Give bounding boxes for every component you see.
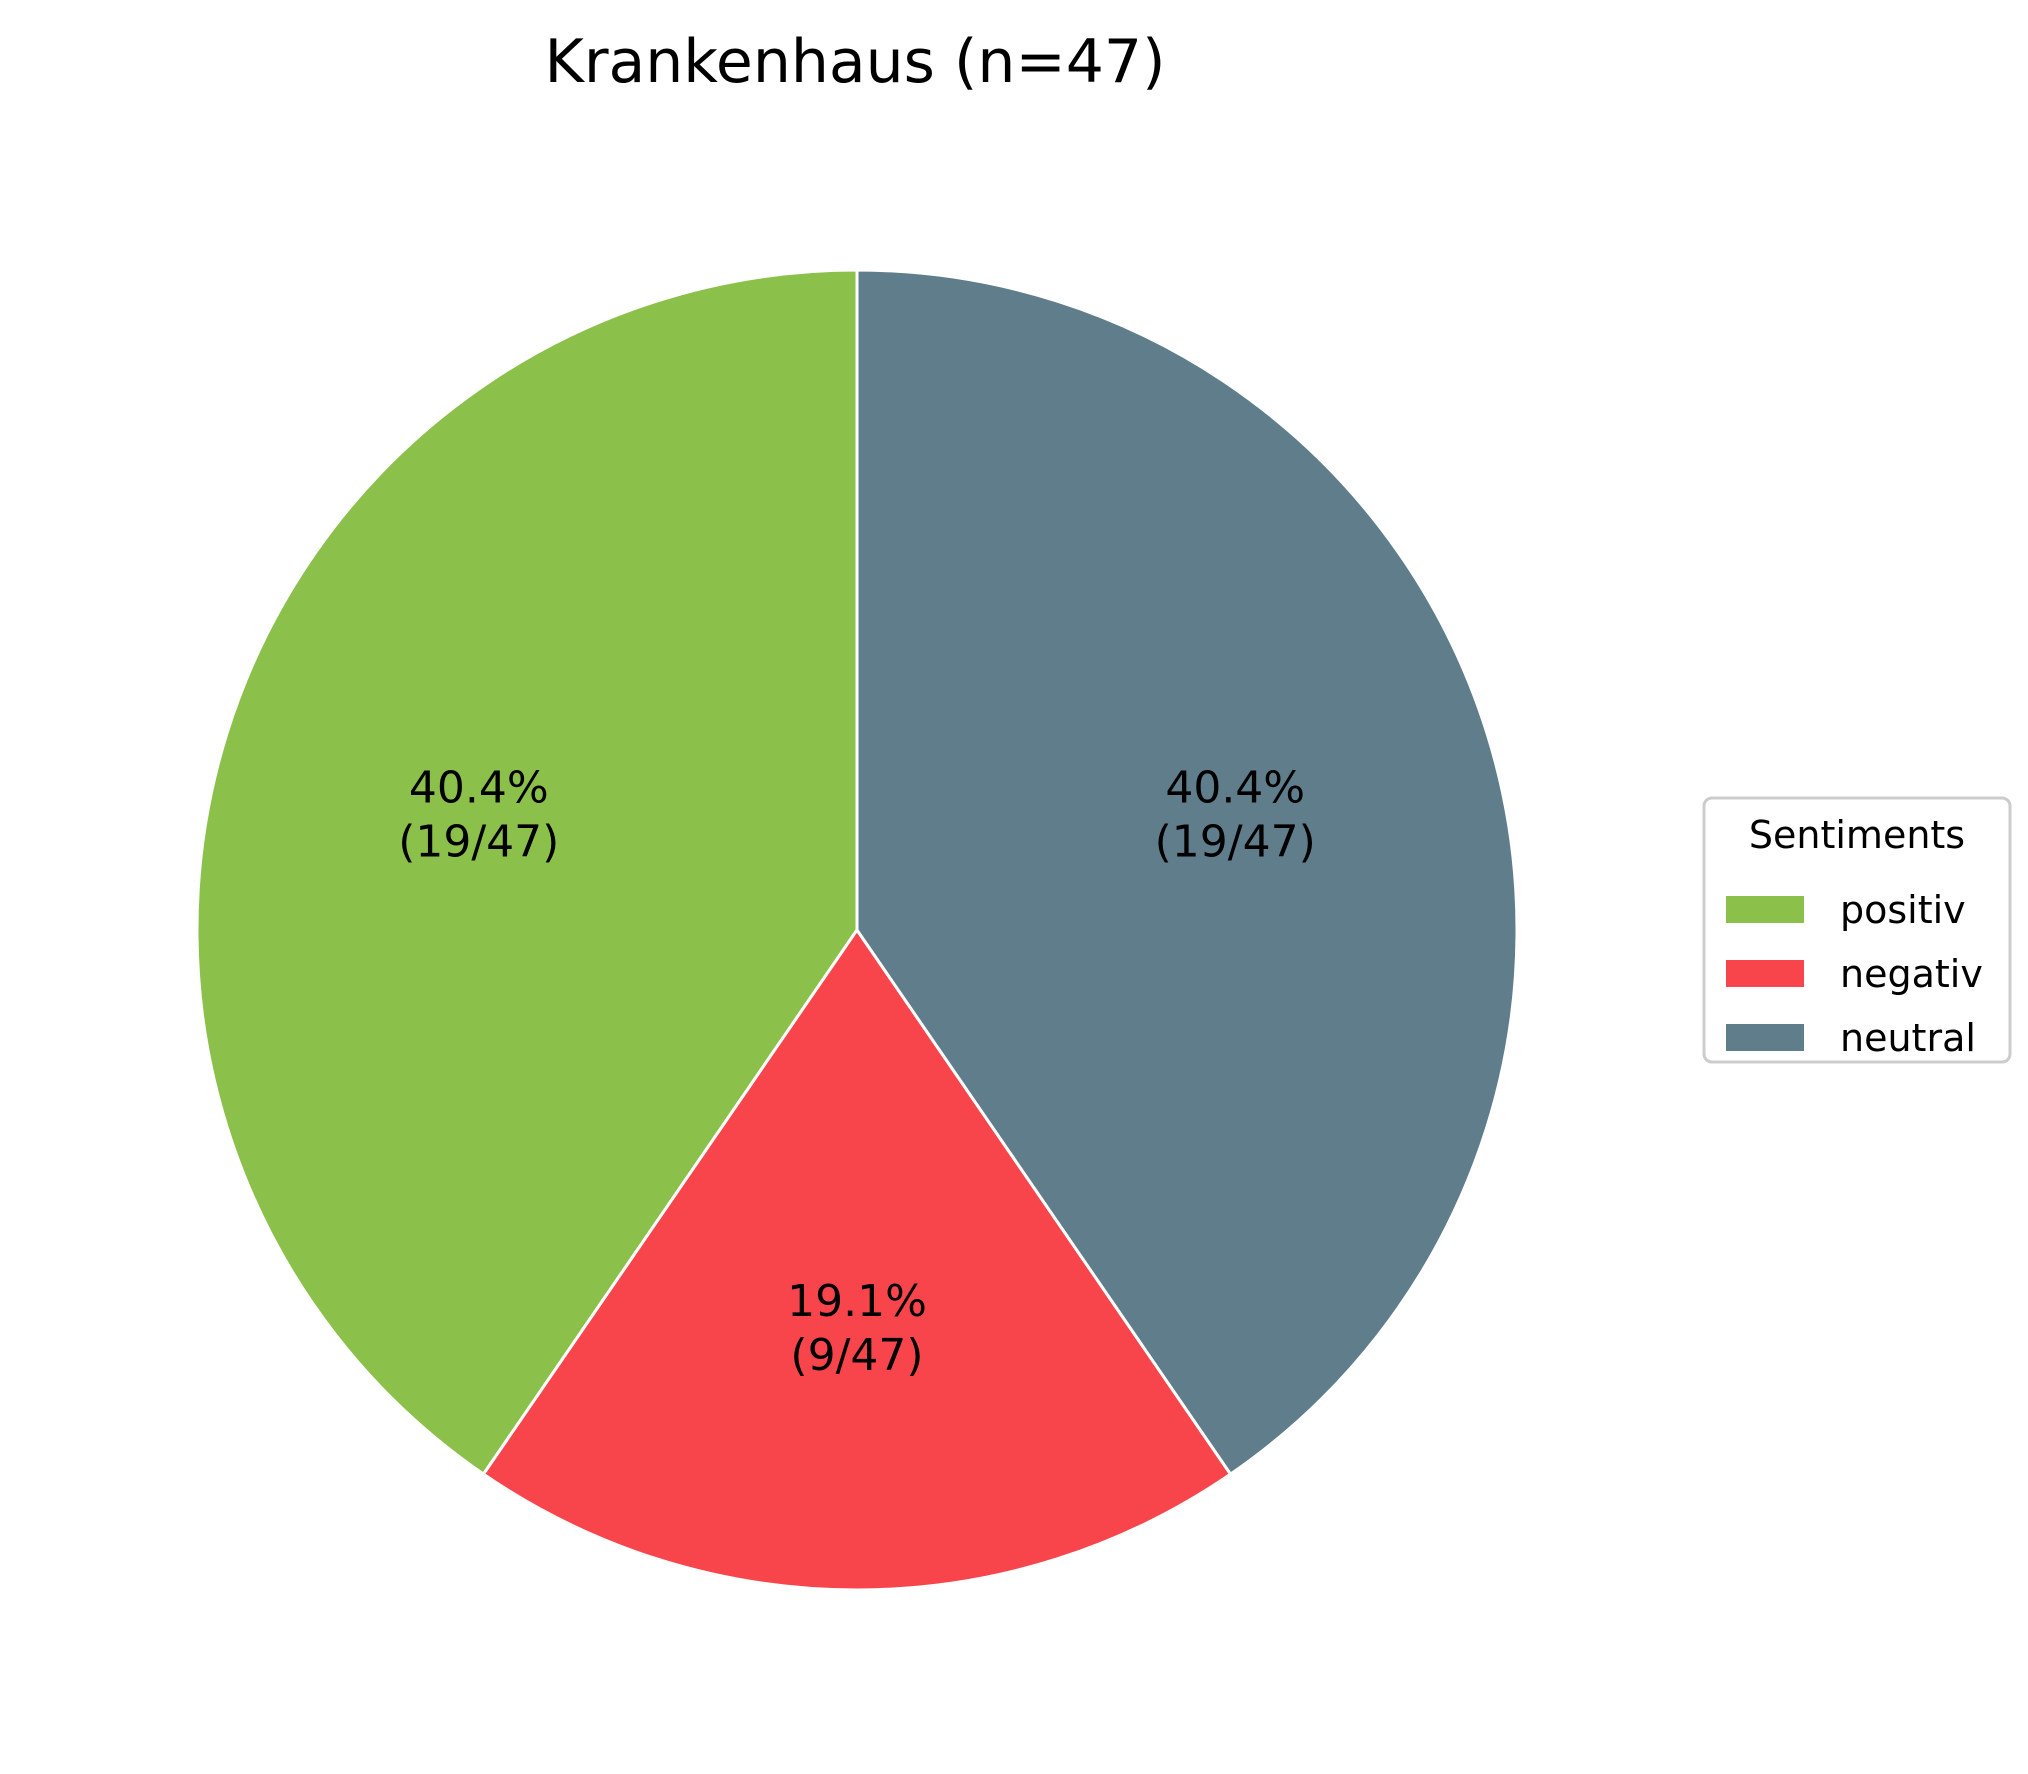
legend-label-negativ: negativ (1840, 952, 1983, 996)
slice-count-label-negativ: (9/47) (790, 1330, 923, 1381)
pie-slice-neutral (855, 268, 1519, 1477)
pie-slice-positiv (195, 268, 859, 1477)
slice-count-label-positiv: (19/47) (398, 817, 559, 868)
chart-title: Krankenhaus (n=47) (545, 27, 1166, 97)
slice-percent-label-negativ: 19.1% (787, 1276, 927, 1327)
slice-percent-label-positiv: 40.4% (409, 763, 549, 814)
legend-title: Sentiments (1749, 813, 1965, 857)
pie-slice-negativ (481, 927, 1233, 1592)
pie-slices (195, 268, 1519, 1592)
legend-frame (1702, 796, 2012, 1064)
legend-entries: positiv negativ neutral (1726, 888, 1983, 1060)
pie-slice-labels: 40.4%(19/47)19.1%(9/47)40.4%(19/47) (398, 763, 1316, 1381)
legend-label-positiv: positiv (1840, 888, 1966, 932)
slice-percent-label-neutral: 40.4% (1165, 763, 1305, 814)
legend-label-neutral: neutral (1840, 1016, 1976, 1060)
legend-swatch-negativ (1726, 960, 1804, 987)
slice-count-label-neutral: (19/47) (1155, 817, 1316, 868)
legend-swatch-neutral (1726, 1024, 1804, 1051)
legend-swatch-positiv (1726, 896, 1804, 923)
legend: Sentiments positiv negativ neutral (1702, 796, 2012, 1064)
